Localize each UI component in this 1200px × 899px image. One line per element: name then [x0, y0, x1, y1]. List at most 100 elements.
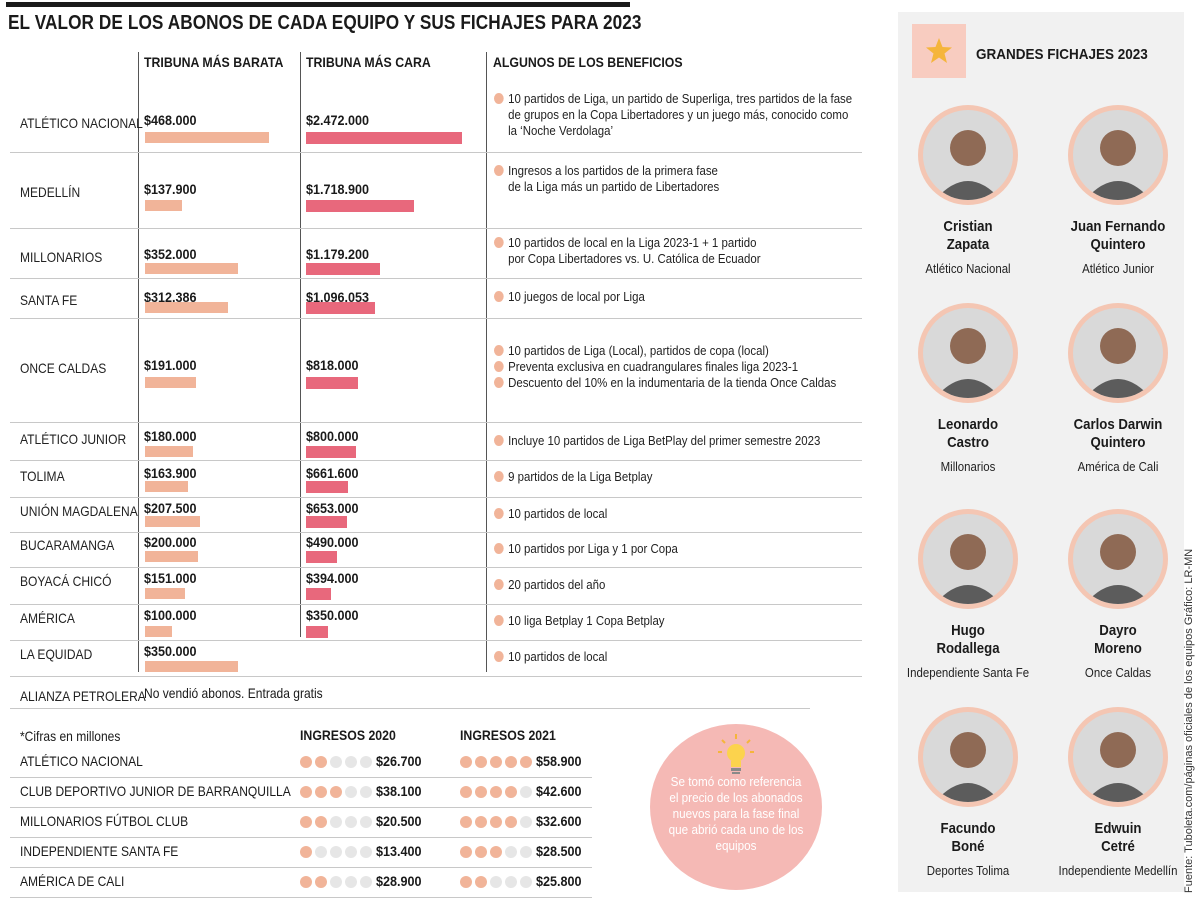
benefits-list: Incluye 10 partidos de Liga BetPlay del …	[494, 433, 820, 449]
price-cheap: $180.000	[144, 428, 197, 444]
player-team: Atlético Nacional	[902, 261, 1034, 276]
rating-dot	[330, 876, 342, 888]
income-dots-2021	[460, 816, 532, 828]
player-silhouette-icon	[923, 308, 1013, 398]
rating-dot	[505, 756, 517, 768]
benefit-item: 10 juegos de local por Liga	[494, 289, 645, 305]
price-cheap: $100.000	[144, 607, 197, 623]
income-team-name: INDEPENDIENTE SANTA FE	[20, 843, 178, 859]
rating-dot	[490, 846, 502, 858]
rating-dot	[520, 786, 532, 798]
rating-dot	[475, 816, 487, 828]
bar-cheap	[145, 626, 172, 637]
price-cheap: $468.000	[144, 112, 197, 128]
income-row-separator	[10, 867, 592, 868]
player-silhouette-icon	[1073, 308, 1163, 398]
note-text: Se tomó como referencia el precio de los…	[668, 774, 805, 854]
rating-dot	[330, 756, 342, 768]
row-separator	[10, 460, 862, 461]
price-cheap: $350.000	[144, 643, 197, 659]
row-separator	[10, 497, 862, 498]
team-name: SANTA FE	[20, 292, 77, 308]
rating-dot	[475, 846, 487, 858]
income-value-2021: $25.800	[536, 873, 582, 889]
rating-dot	[300, 756, 312, 768]
income-value-2021: $28.500	[536, 843, 582, 859]
rating-dot	[490, 816, 502, 828]
player-team: Millonarios	[902, 459, 1034, 474]
lightbulb-icon	[716, 732, 756, 776]
player-avatar	[918, 105, 1018, 205]
price-cheap: $137.900	[144, 181, 197, 197]
income-dots-2020	[300, 846, 372, 858]
rating-dot	[360, 786, 372, 798]
benefit-item: 10 partidos de local	[494, 649, 607, 665]
player-avatar	[1068, 105, 1168, 205]
player-silhouette-icon	[1073, 712, 1163, 802]
bar-expensive	[306, 626, 328, 638]
divider-benefits	[486, 52, 487, 672]
benefits-list: Ingresos a los partidos de la primera fa…	[494, 163, 719, 195]
price-expensive: $394.000	[306, 570, 359, 586]
benefits-list: 10 liga Betplay 1 Copa Betplay	[494, 613, 665, 629]
rating-dot	[345, 846, 357, 858]
benefit-item: Ingresos a los partidos de la primera fa…	[494, 163, 719, 179]
income-dots-2020	[300, 786, 372, 798]
income-value-2021: $58.900	[536, 753, 582, 769]
player-name: Carlos Darwin Quintero	[1061, 416, 1175, 452]
player-avatar	[918, 509, 1018, 609]
team-name: ATLÉTICO JUNIOR	[20, 431, 126, 447]
bar-cheap	[145, 481, 188, 492]
col-header-expensive: TRIBUNA MÁS CARA	[306, 54, 431, 70]
rating-dot	[345, 786, 357, 798]
team-name: ATLÉTICO NACIONAL	[20, 115, 143, 131]
benefit-item: 10 partidos de local	[494, 506, 607, 522]
benefit-item: la ‘Noche Verdolaga’	[494, 123, 852, 139]
rating-dot	[330, 816, 342, 828]
star-icon	[912, 24, 966, 78]
income-value-2020: $20.500	[376, 813, 422, 829]
player-name: Juan Fernando Quintero	[1061, 218, 1175, 254]
player-team: Deportes Tolima	[902, 863, 1034, 878]
team-name: UNIÓN MAGDALENA	[20, 503, 138, 519]
player-silhouette-icon	[923, 514, 1013, 604]
income-dots-2020	[300, 756, 372, 768]
rating-dot	[490, 786, 502, 798]
benefit-item: 10 partidos de Liga, un partido de Super…	[494, 91, 852, 107]
row-separator	[10, 640, 862, 641]
income-row-separator	[10, 897, 592, 898]
rating-dot	[475, 756, 487, 768]
price-expensive: $1.179.200	[306, 246, 369, 262]
rating-dot	[490, 756, 502, 768]
rating-dot	[505, 876, 517, 888]
col-header-cheap: TRIBUNA MÁS BARATA	[144, 54, 283, 70]
price-expensive: $350.000	[306, 607, 359, 623]
bar-expensive	[306, 516, 347, 528]
team-name: LA EQUIDAD	[20, 646, 92, 662]
income-value-2021: $42.600	[536, 783, 582, 799]
table-bottom-rule	[10, 708, 810, 709]
benefits-list: 9 partidos de la Liga Betplay	[494, 469, 652, 485]
benefit-item: Preventa exclusiva en cuadrangulares fin…	[494, 359, 836, 375]
divider-expensive	[300, 52, 301, 637]
col-header-benefits: ALGUNOS DE LOS BENEFICIOS	[493, 54, 683, 70]
rating-dot	[315, 846, 327, 858]
benefits-list: 10 partidos de local en la Liga 2023-1 +…	[494, 235, 761, 267]
rating-dot	[315, 816, 327, 828]
bar-expensive	[306, 263, 380, 275]
rating-dot	[460, 756, 472, 768]
income-dots-2020	[300, 816, 372, 828]
player-team: Independiente Medellín	[1052, 863, 1184, 878]
row-separator	[10, 567, 862, 568]
price-cheap: $191.000	[144, 357, 197, 373]
income-dots-2021	[460, 876, 532, 888]
income-team-name: MILLONARIOS FÚTBOL CLUB	[20, 813, 188, 829]
income-row-separator	[10, 807, 592, 808]
player-name: Facundo Boné	[911, 820, 1025, 856]
rating-dot	[520, 846, 532, 858]
divider-cheap	[138, 52, 139, 672]
rating-dot	[475, 786, 487, 798]
rating-dot	[520, 756, 532, 768]
player-silhouette-icon	[923, 712, 1013, 802]
player-team: Independiente Santa Fe	[902, 665, 1034, 680]
